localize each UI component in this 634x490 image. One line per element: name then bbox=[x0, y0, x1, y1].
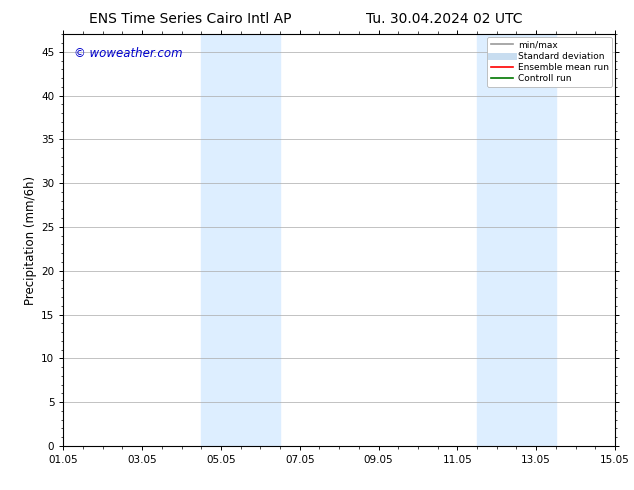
Bar bbox=[202, 34, 280, 446]
Bar bbox=[477, 34, 556, 446]
Text: Tu. 30.04.2024 02 UTC: Tu. 30.04.2024 02 UTC bbox=[366, 12, 522, 26]
Legend: min/max, Standard deviation, Ensemble mean run, Controll run: min/max, Standard deviation, Ensemble me… bbox=[487, 37, 612, 87]
Text: ENS Time Series Cairo Intl AP: ENS Time Series Cairo Intl AP bbox=[89, 12, 292, 26]
Y-axis label: Precipitation (mm/6h): Precipitation (mm/6h) bbox=[24, 175, 37, 305]
Text: © woweather.com: © woweather.com bbox=[74, 47, 183, 60]
